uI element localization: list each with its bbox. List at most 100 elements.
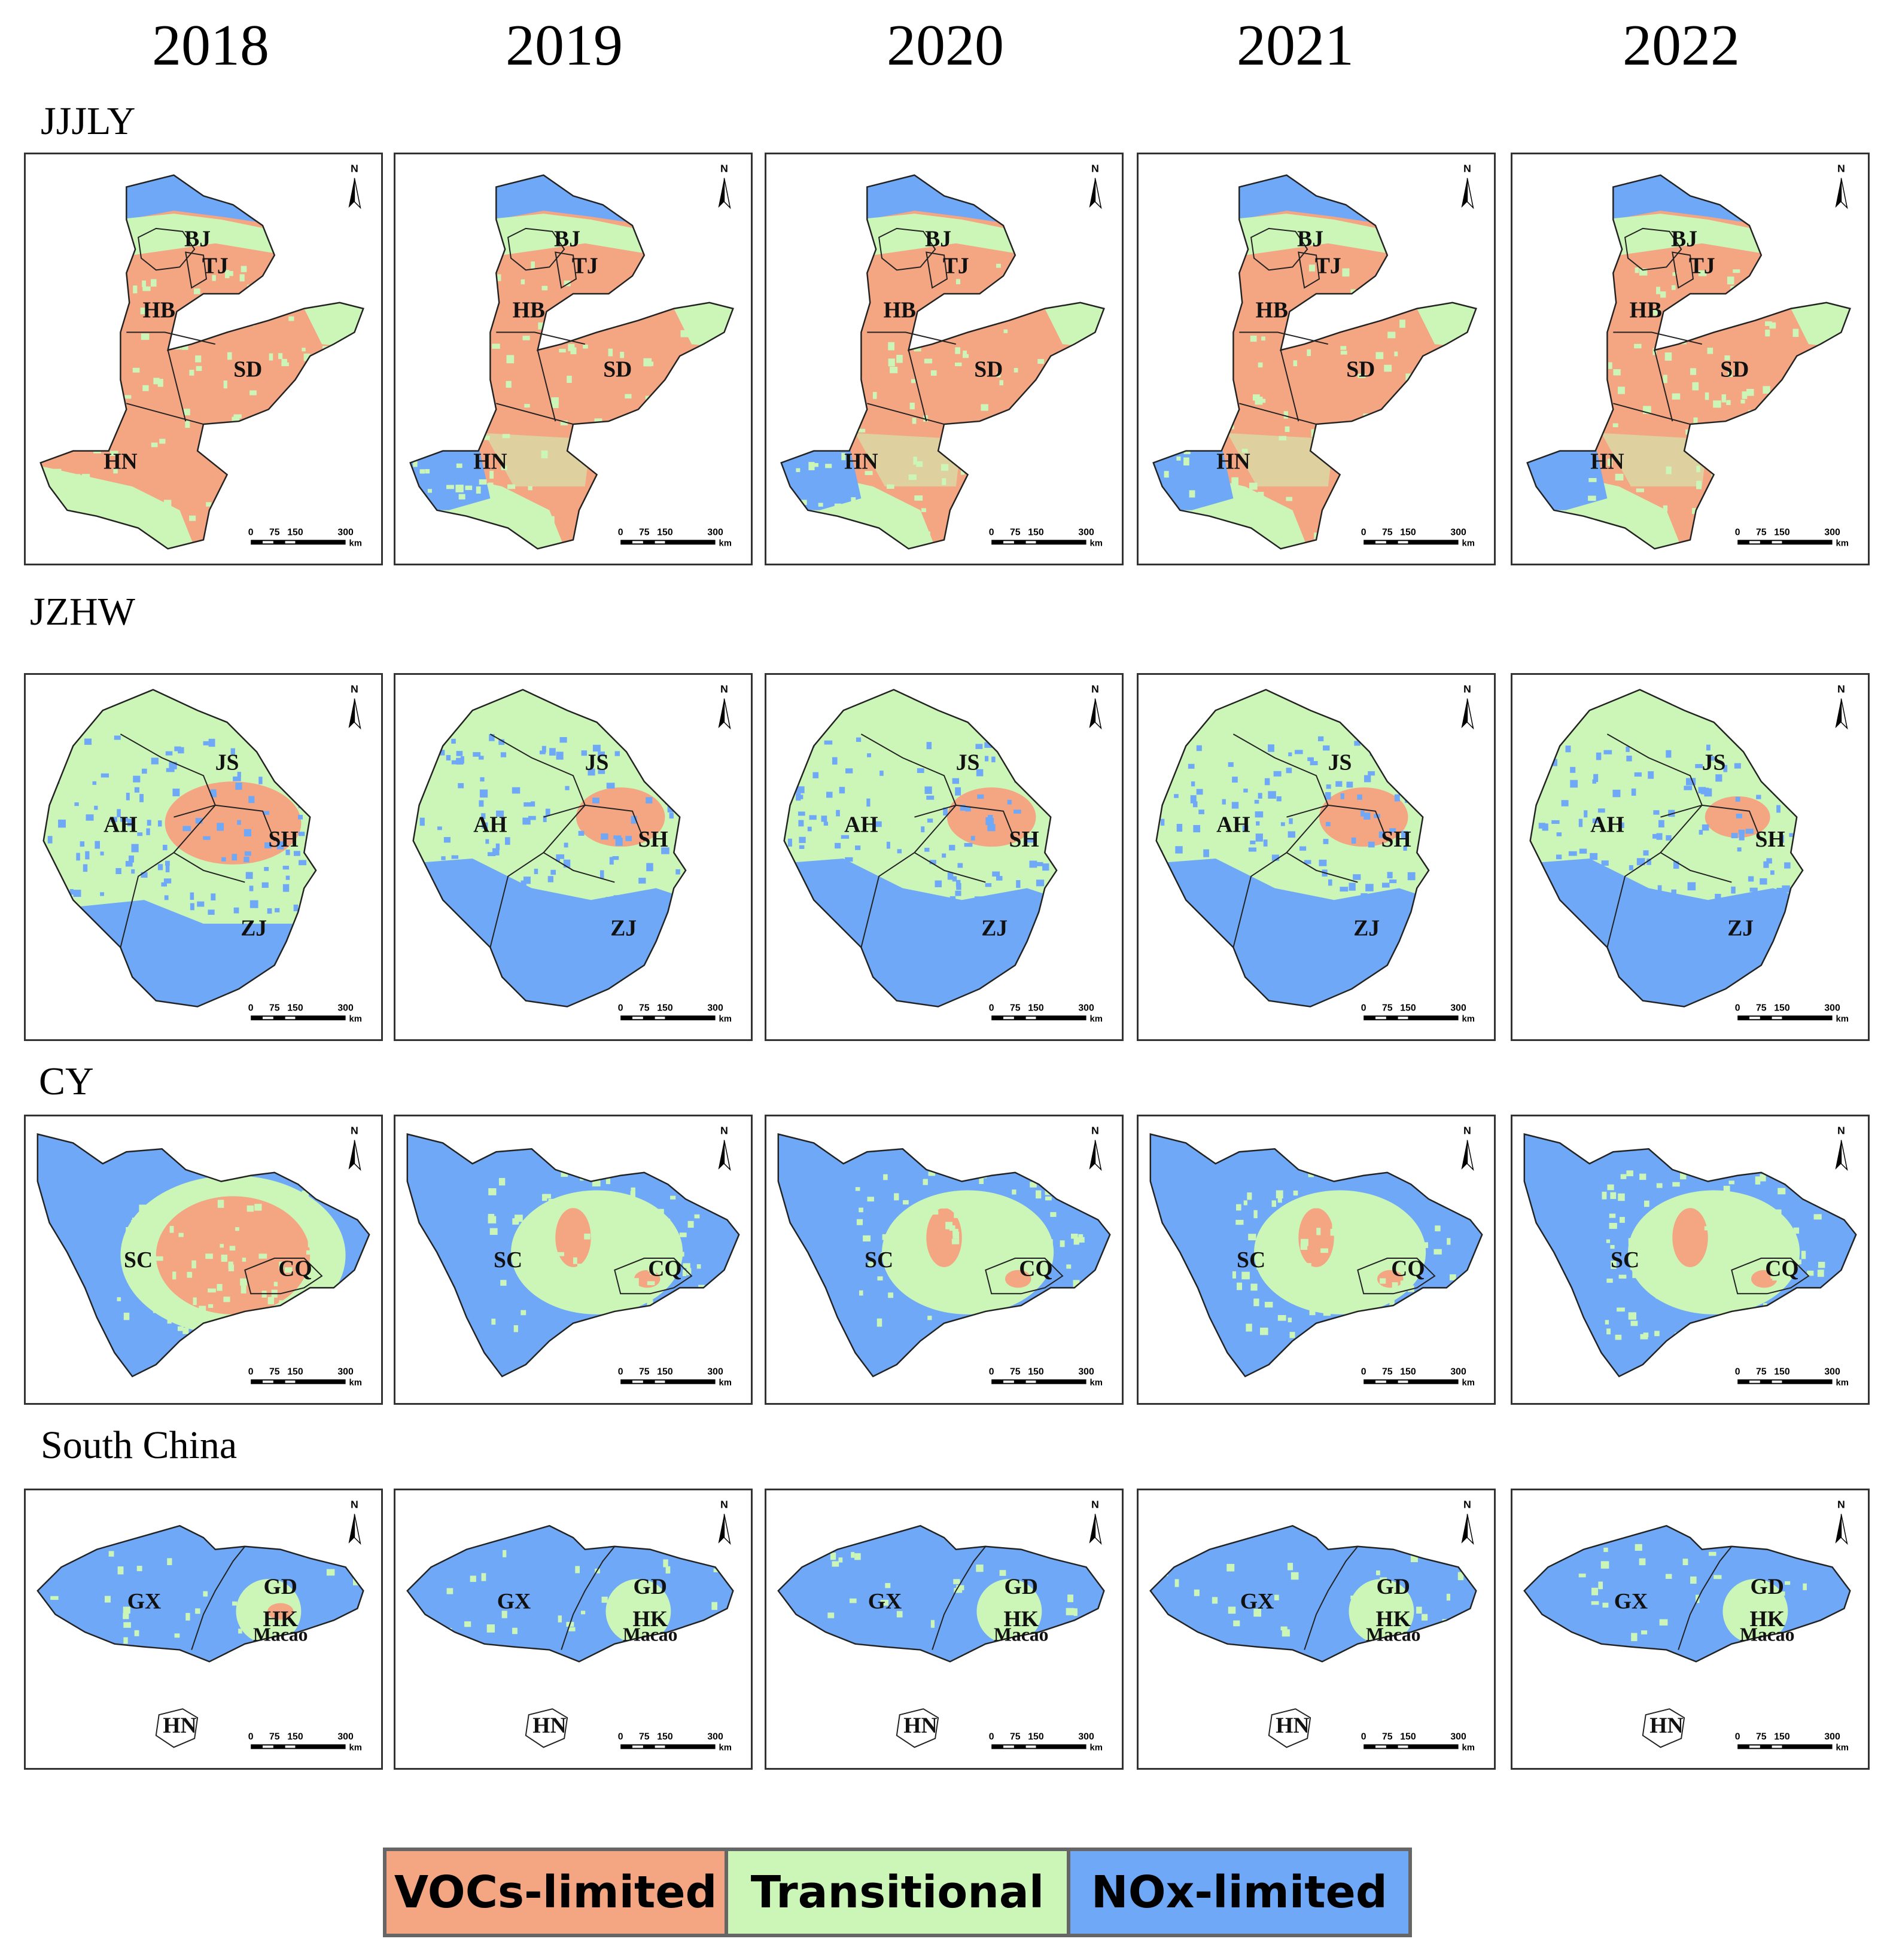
province-borders bbox=[1268, 1546, 1359, 1748]
svg-text:75: 75 bbox=[1010, 527, 1021, 537]
svg-text:km: km bbox=[1462, 1743, 1475, 1752]
province-label: HK bbox=[1003, 1607, 1039, 1632]
svg-text:150: 150 bbox=[1774, 527, 1790, 537]
province-label: SC bbox=[1611, 1248, 1639, 1273]
svg-text:300: 300 bbox=[1824, 527, 1840, 537]
svg-text:N: N bbox=[1463, 163, 1471, 175]
province-label: CQ bbox=[1019, 1257, 1052, 1282]
province-label: BJ bbox=[1671, 227, 1697, 252]
legend-vocs-limited: VOCs-limited bbox=[386, 1851, 729, 1934]
province-label: SD bbox=[603, 357, 632, 382]
province-borders bbox=[496, 227, 586, 425]
svg-text:150: 150 bbox=[1774, 1732, 1790, 1742]
map-fill-cy bbox=[778, 1134, 1110, 1377]
svg-text:300: 300 bbox=[1824, 1003, 1840, 1013]
province-label: AH bbox=[1216, 812, 1250, 837]
region-label-cy: CY bbox=[39, 1060, 94, 1103]
province-label: AH bbox=[473, 812, 507, 837]
svg-text:300: 300 bbox=[1078, 1367, 1094, 1377]
map-panel-cy-2022: SC CQ N 0 75 150 300 km bbox=[1511, 1115, 1870, 1405]
svg-text:0: 0 bbox=[1361, 527, 1366, 537]
map-panel-jjjly-2019: BJ TJ HB SD HN N 0 75 150 300 km bbox=[394, 153, 753, 565]
province-label: JS bbox=[956, 750, 980, 775]
svg-text:300: 300 bbox=[337, 1003, 354, 1013]
province-label: JS bbox=[1328, 750, 1352, 775]
region-outline bbox=[780, 174, 1105, 550]
province-label: CQ bbox=[1391, 1257, 1425, 1282]
map-fill-cy bbox=[1150, 1134, 1483, 1377]
svg-text:N: N bbox=[1091, 163, 1099, 175]
svg-text:N: N bbox=[351, 1499, 358, 1511]
north-arrow-icon: N bbox=[1089, 163, 1102, 209]
svg-text:km: km bbox=[1462, 538, 1475, 548]
province-label: SD bbox=[1720, 357, 1749, 382]
svg-text:150: 150 bbox=[1400, 1003, 1416, 1013]
map-fill-jjjly bbox=[1153, 175, 1477, 549]
province-label: SC bbox=[1237, 1248, 1265, 1273]
region-outline bbox=[777, 1133, 1111, 1378]
province-borders bbox=[1613, 227, 1703, 425]
svg-text:300: 300 bbox=[1450, 1732, 1466, 1742]
svg-text:km: km bbox=[1462, 1378, 1475, 1387]
north-arrow-icon: N bbox=[348, 683, 361, 730]
map-panel-jjjly-2022: BJ TJ HB SD HN N 0 75 150 300 km bbox=[1511, 153, 1870, 565]
province-label: BJ bbox=[925, 227, 951, 252]
svg-text:N: N bbox=[1463, 1125, 1471, 1137]
svg-text:75: 75 bbox=[639, 1367, 650, 1377]
map-fill-jjjly bbox=[781, 175, 1104, 549]
province-label: GD bbox=[1004, 1575, 1037, 1599]
svg-text:75: 75 bbox=[1382, 1732, 1393, 1742]
legend-transitional: Transitional bbox=[728, 1851, 1070, 1934]
province-label: HK bbox=[263, 1607, 298, 1632]
svg-text:N: N bbox=[351, 1125, 358, 1137]
svg-text:75: 75 bbox=[1756, 1003, 1767, 1013]
province-label: Macao bbox=[1366, 1624, 1420, 1645]
svg-text:300: 300 bbox=[1450, 527, 1466, 537]
svg-text:75: 75 bbox=[639, 1003, 650, 1013]
svg-text:km: km bbox=[719, 1743, 732, 1752]
svg-text:km: km bbox=[349, 1014, 362, 1024]
map-panel-jjjly-2021: BJ TJ HB SD HN N 0 75 150 300 km bbox=[1137, 153, 1496, 565]
province-borders bbox=[896, 1546, 987, 1748]
svg-text:0: 0 bbox=[1735, 1732, 1740, 1742]
svg-text:300: 300 bbox=[1078, 527, 1094, 537]
map-fill-jzhw bbox=[43, 689, 316, 1007]
region-outline bbox=[406, 1133, 740, 1378]
svg-text:km: km bbox=[1090, 1378, 1103, 1387]
map-panel-cy-2020: SC CQ N 0 75 150 300 km bbox=[765, 1115, 1124, 1405]
province-borders bbox=[614, 1258, 693, 1295]
svg-text:75: 75 bbox=[1010, 1003, 1021, 1013]
north-arrow-icon: N bbox=[1089, 1125, 1102, 1171]
svg-text:300: 300 bbox=[337, 527, 354, 537]
svg-text:75: 75 bbox=[1756, 1367, 1767, 1377]
svg-text:km: km bbox=[349, 1378, 362, 1387]
map-panel-cy-2018: SC CQ N 0 75 150 300 km bbox=[24, 1115, 383, 1405]
svg-text:150: 150 bbox=[657, 1367, 673, 1377]
province-label: CQ bbox=[278, 1257, 312, 1282]
year-header-2020: 2020 bbox=[887, 13, 1004, 78]
province-borders bbox=[1239, 227, 1329, 425]
svg-text:150: 150 bbox=[1028, 1367, 1044, 1377]
province-label: SD bbox=[974, 357, 1003, 382]
province-label: SH bbox=[638, 827, 668, 852]
svg-text:km: km bbox=[1090, 1014, 1103, 1024]
map-fill-jjjly bbox=[410, 175, 734, 549]
svg-text:N: N bbox=[1837, 163, 1845, 175]
svg-text:km: km bbox=[1836, 1014, 1849, 1024]
province-label: JS bbox=[1702, 750, 1726, 775]
svg-text:150: 150 bbox=[1028, 1003, 1044, 1013]
